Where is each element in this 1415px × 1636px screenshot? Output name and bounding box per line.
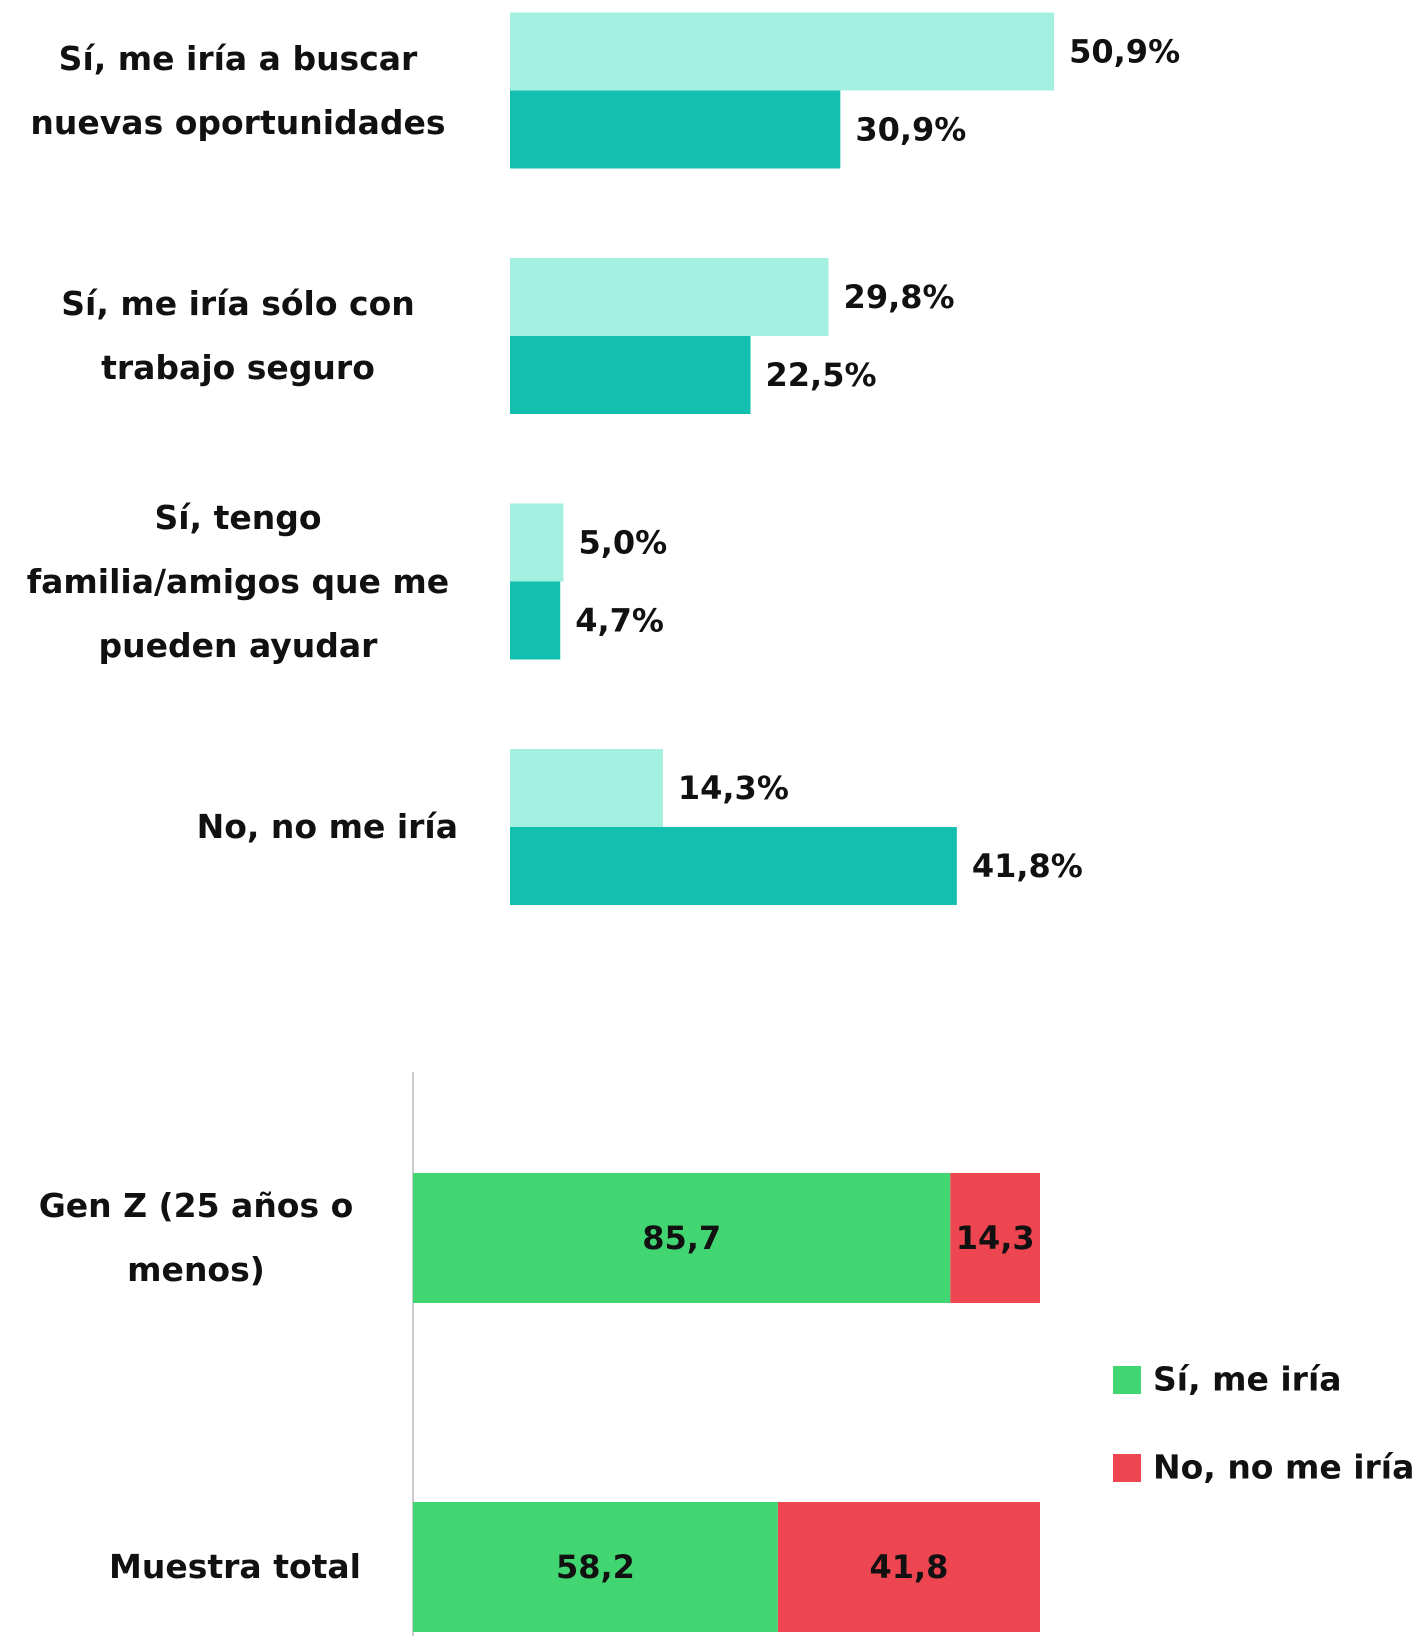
- value-label: 41,8: [869, 1548, 948, 1586]
- value-label: 4,7%: [575, 602, 664, 640]
- legend-swatch: [1113, 1366, 1141, 1394]
- value-label: 5,0%: [578, 524, 667, 562]
- value-label: 22,5%: [766, 356, 877, 394]
- bar-segment: [950, 1173, 1040, 1303]
- bar: [510, 12, 1055, 91]
- legend-label: Sí, me iría: [1153, 1360, 1342, 1399]
- bar: [510, 827, 957, 905]
- bar-segment: [413, 1502, 778, 1632]
- bar: [510, 581, 561, 660]
- bar: [510, 90, 841, 169]
- value-label: 29,8%: [844, 278, 955, 316]
- bar: [510, 503, 564, 582]
- value-label: 14,3%: [678, 769, 789, 807]
- category-label: No, no me iría: [196, 807, 458, 846]
- value-label: 58,2: [556, 1548, 635, 1586]
- legend-label: No, no me iría: [1153, 1448, 1414, 1487]
- category-label: Sí, me iría sólo con trabajo seguro: [61, 284, 415, 387]
- bar-segment: [413, 1173, 951, 1303]
- value-label: 50,9%: [1069, 33, 1180, 71]
- value-label: 30,9%: [855, 111, 966, 149]
- bar: [510, 258, 829, 336]
- legend-swatch: [1113, 1454, 1141, 1482]
- value-label: 41,8%: [972, 847, 1083, 885]
- value-label: 14,3: [956, 1219, 1035, 1257]
- category-label: Gen Z (25 años o menos): [38, 1186, 354, 1289]
- category-label: Muestra total: [109, 1547, 361, 1586]
- bar-segment: [777, 1502, 1040, 1632]
- bar: [510, 336, 751, 414]
- bar: [510, 749, 663, 827]
- value-label: 85,7: [642, 1219, 721, 1257]
- category-label: Sí, me iría a buscar nuevas oportunidade…: [30, 38, 446, 142]
- category-label: Sí, tengo familia/amigos que me pueden a…: [26, 497, 450, 665]
